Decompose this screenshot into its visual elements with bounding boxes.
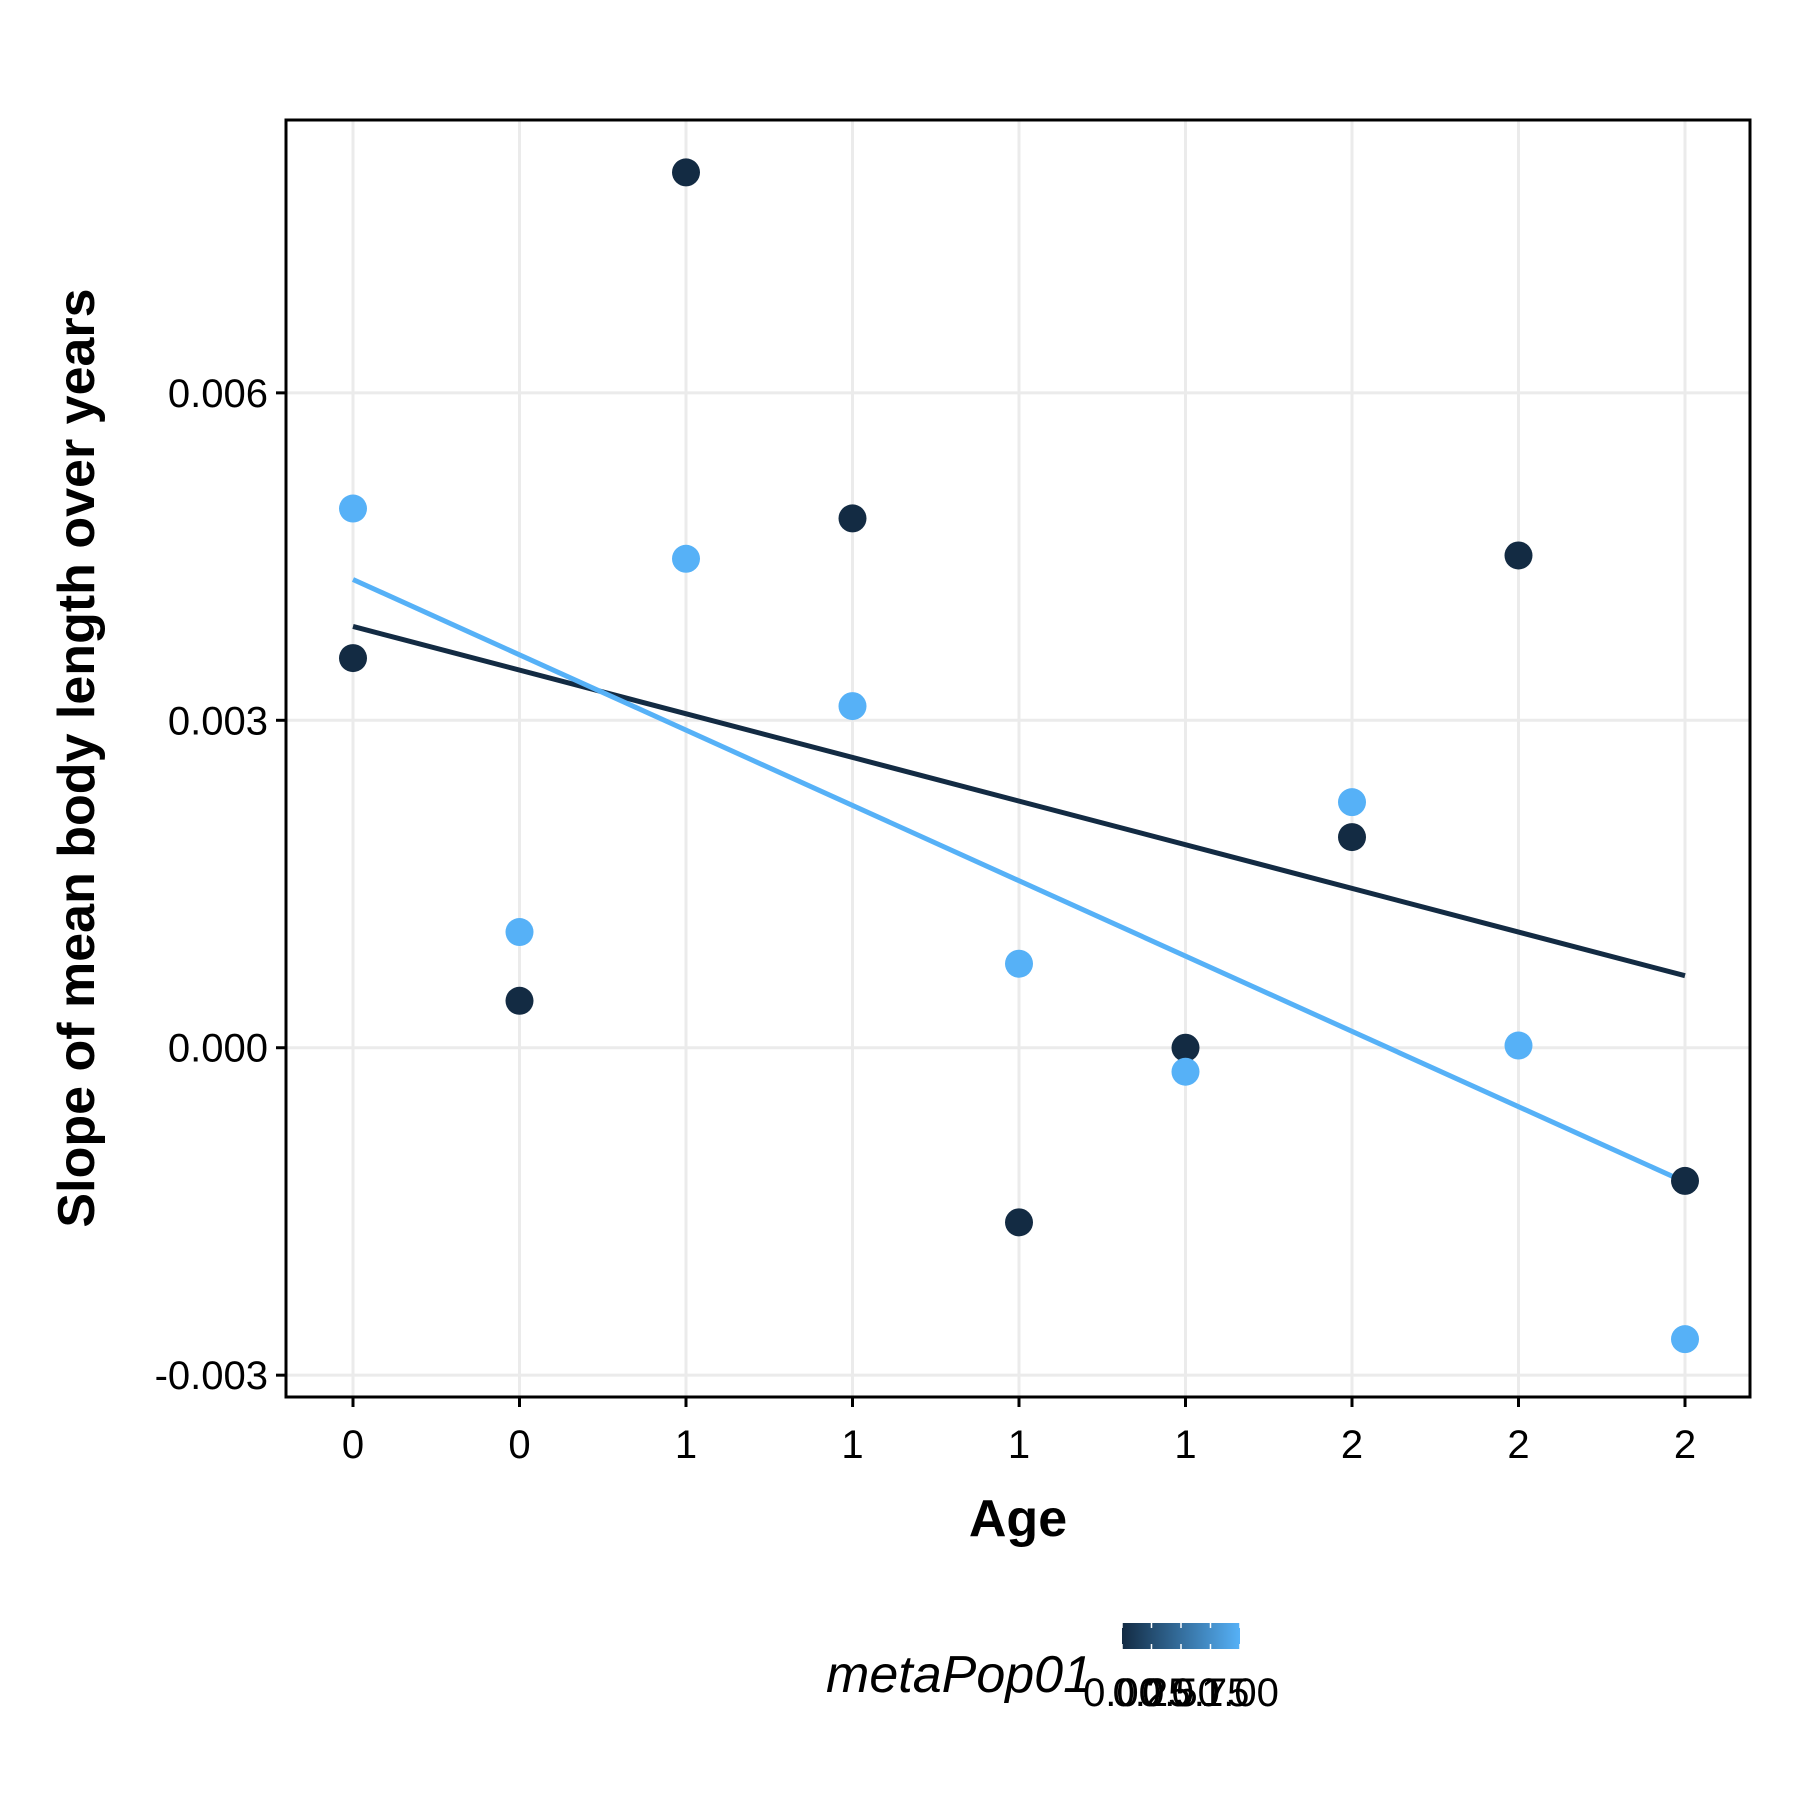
colorbar-tick-label: 0.50 <box>1142 1671 1220 1715</box>
data-point <box>1671 1166 1699 1195</box>
x-tick-label: 0 <box>508 1423 530 1467</box>
colorbar-tick-label: 0.75 <box>1172 1671 1250 1715</box>
data-points <box>339 158 1699 1354</box>
x-axis: 0 0 1 1 1 1 2 2 2 <box>342 1397 1696 1467</box>
trend-lines <box>351 577 1687 1185</box>
data-point <box>1171 1057 1200 1086</box>
y-tick-label: -0.003 <box>155 1354 268 1398</box>
y-axis: -0.003 0.000 0.003 0.006 <box>155 372 286 1398</box>
data-point <box>1005 1208 1033 1237</box>
data-point <box>672 158 700 187</box>
y-tick-label: 0.000 <box>168 1027 268 1071</box>
x-tick-label: 1 <box>675 1423 697 1467</box>
data-point <box>505 918 534 947</box>
y-axis-title: Slope of mean body length over years <box>48 288 106 1227</box>
data-point <box>1504 541 1533 570</box>
data-point <box>838 504 867 533</box>
x-tick-label: 2 <box>1674 1423 1696 1467</box>
x-axis-title: Age <box>969 1490 1067 1548</box>
colorbar-tick-label: 0.00 <box>1083 1671 1161 1715</box>
data-point <box>672 544 700 573</box>
colorbar-tick-label: 1.00 <box>1201 1671 1279 1715</box>
x-tick-label: 2 <box>1341 1423 1363 1467</box>
trend-line <box>351 577 1687 1185</box>
legend: metaPop01 0.000.250.500.751.00 <box>826 1623 1279 1715</box>
data-point <box>1005 949 1033 978</box>
y-tick-label: 0.006 <box>168 372 268 416</box>
data-point <box>339 644 367 673</box>
x-tick-label: 1 <box>841 1423 863 1467</box>
x-tick-label: 0 <box>342 1423 364 1467</box>
data-point <box>1671 1325 1699 1354</box>
legend-colorbar-labels: 0.000.250.500.751.00 <box>1083 1623 1279 1715</box>
data-point <box>1171 1033 1200 1062</box>
data-point <box>339 494 367 523</box>
y-tick-label: 0.003 <box>168 699 268 743</box>
data-point <box>838 692 867 721</box>
data-point <box>1504 1031 1533 1060</box>
data-point <box>505 986 534 1015</box>
x-tick-label: 1 <box>1174 1423 1196 1467</box>
colorbar-tick-label: 0.25 <box>1113 1671 1191 1715</box>
data-point <box>1338 788 1366 817</box>
x-tick-label: 1 <box>1008 1423 1030 1467</box>
data-point <box>1338 823 1366 852</box>
x-tick-label: 2 <box>1507 1423 1529 1467</box>
legend-title: metaPop01 <box>826 1646 1092 1704</box>
trend-line <box>352 624 1686 979</box>
